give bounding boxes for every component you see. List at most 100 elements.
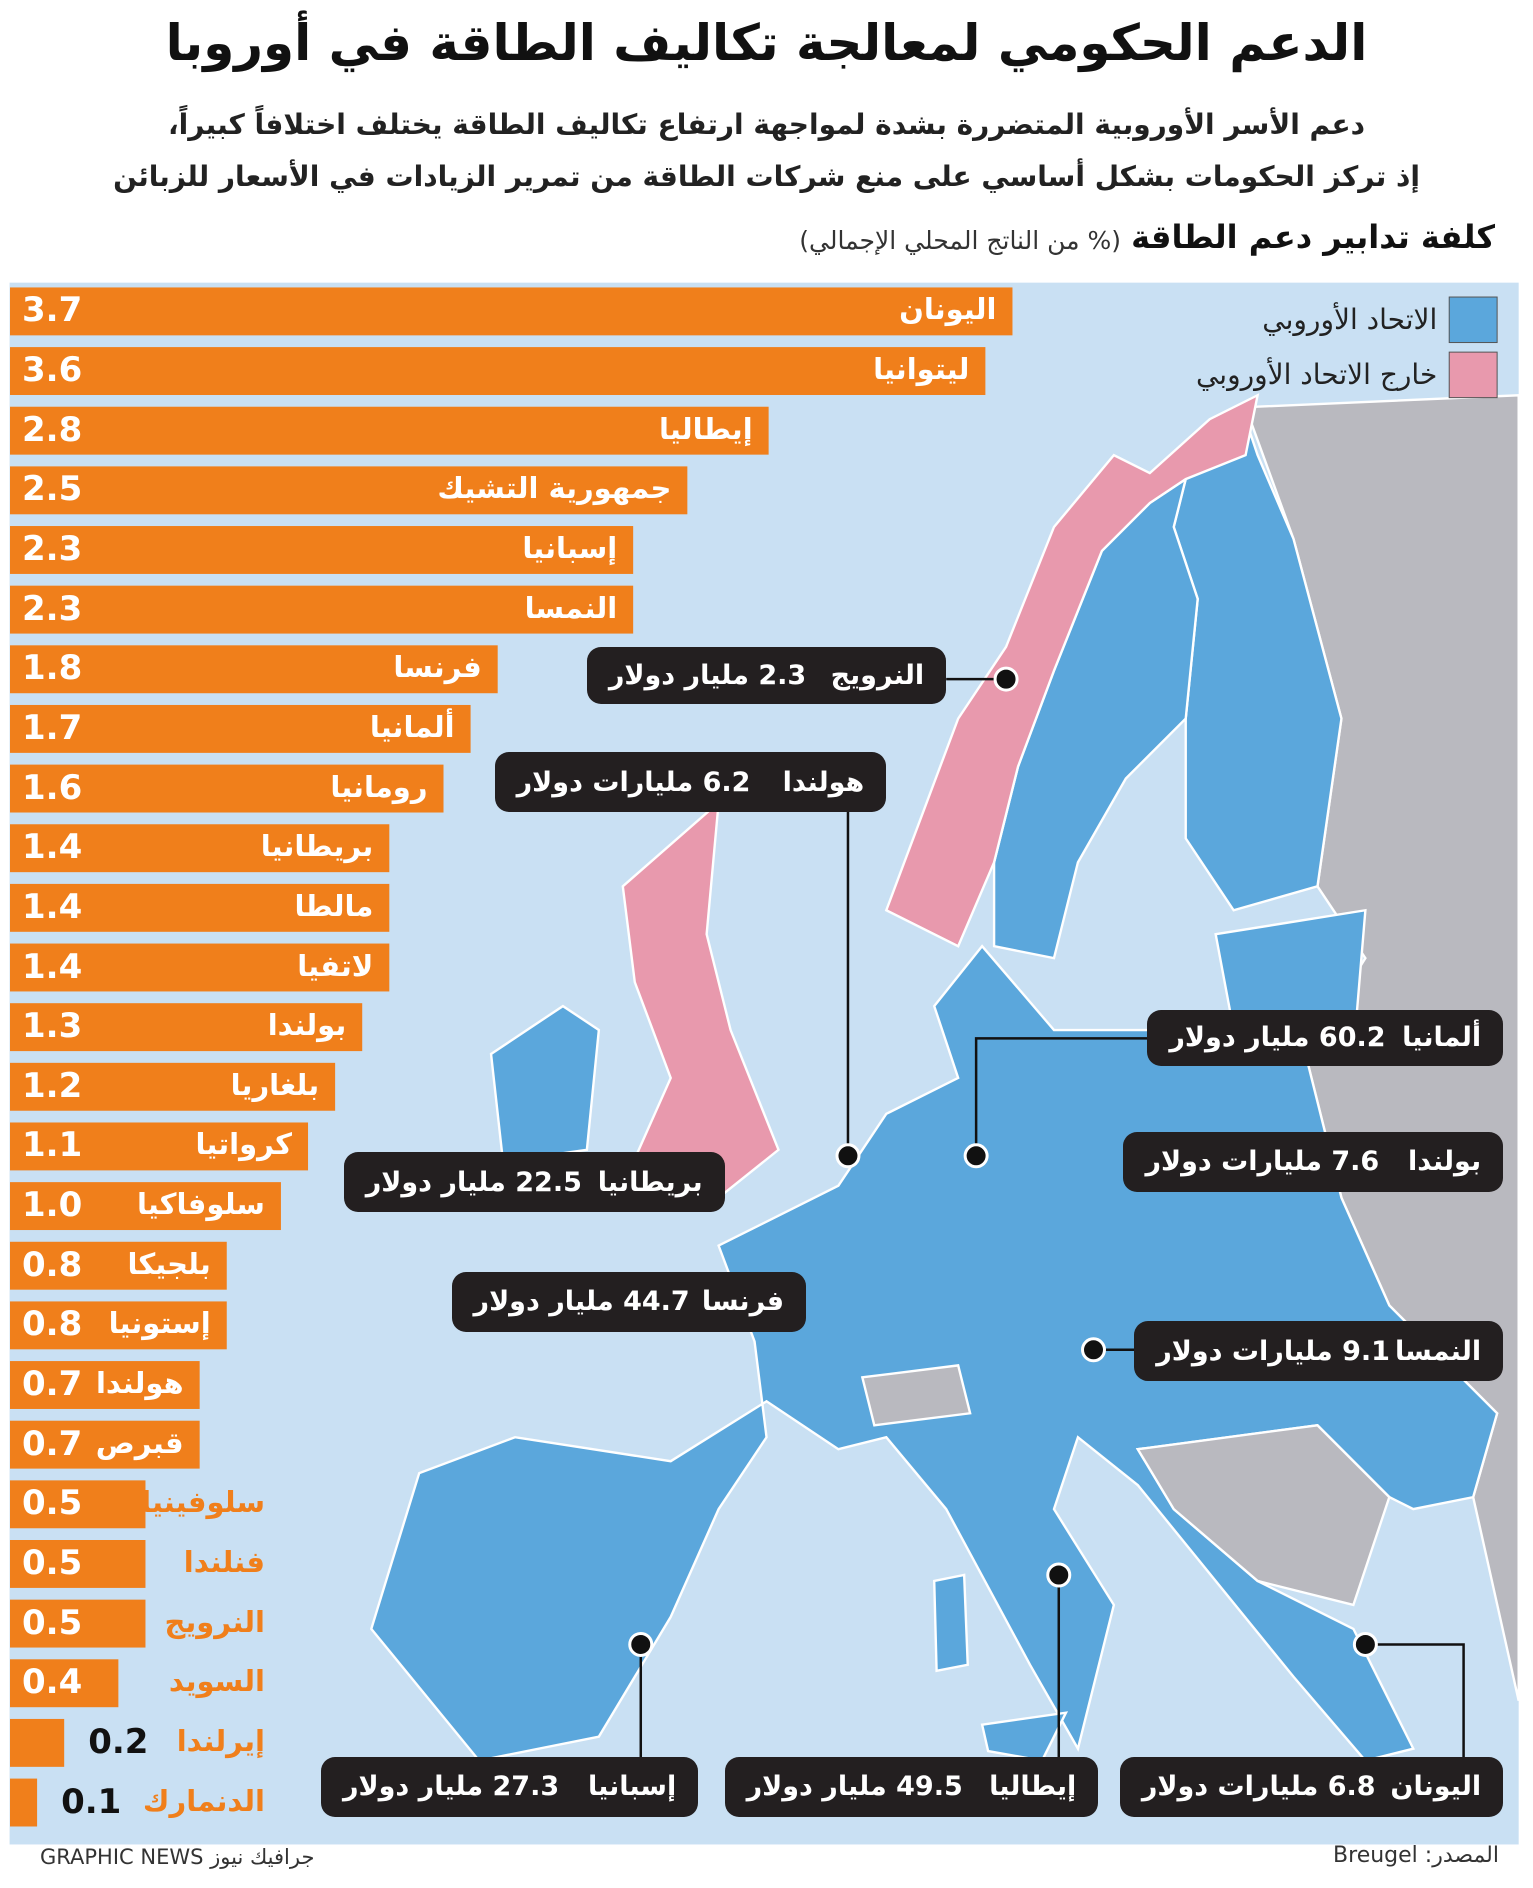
- bar: [10, 1182, 281, 1231]
- callout-dot: [1352, 1631, 1378, 1657]
- value-label: 1.7: [22, 707, 83, 748]
- callout: هولندا 6.2 مليارات دولار: [494, 752, 887, 813]
- bar: [10, 287, 1013, 336]
- callout-amount: 27.3 مليار دولار: [342, 1771, 560, 1803]
- legend-label: الاتحاد الأوروبي: [1262, 303, 1438, 337]
- callout-amount: 60.2 مليار دولار: [1169, 1022, 1386, 1054]
- value-label: 1.0: [22, 1185, 83, 1226]
- callout: فرنسا 44.7 مليار دولار: [451, 1271, 807, 1332]
- callout-country: اليونان: [1390, 1771, 1482, 1803]
- bar-name: رومانيا: [330, 769, 428, 804]
- value-label: 1.1: [22, 1125, 83, 1166]
- callout-dot: [1081, 1337, 1107, 1363]
- value-label: 2.5: [22, 469, 83, 510]
- value-label: 0.8: [22, 1244, 83, 1285]
- bar: [10, 1778, 38, 1827]
- value-label: 0.7: [22, 1364, 83, 1405]
- bar: [10, 466, 688, 515]
- callout-amount: 22.5 مليار دولار: [365, 1166, 582, 1198]
- callout: بولندا 7.6 مليارات دولار: [1123, 1131, 1504, 1192]
- value-label: 3.6: [22, 350, 83, 391]
- callout-dot: [993, 666, 1019, 692]
- callout-amount: 2.3 مليار دولار: [608, 659, 807, 691]
- bar: [10, 1718, 65, 1767]
- bar-name: النمسا: [524, 590, 618, 625]
- value-label: 3.7: [22, 290, 83, 331]
- bar: [10, 1420, 200, 1469]
- bar-name: اليونان: [899, 292, 997, 327]
- bar-name: فنلندا: [183, 1544, 265, 1579]
- bar: [10, 1599, 146, 1648]
- bar: [10, 1659, 119, 1708]
- value-label: 0.5: [22, 1542, 83, 1583]
- value-label: 0.4: [22, 1662, 83, 1703]
- subtitle: إذ تركز الحكومات بشكل أساسي على منع شركا…: [113, 160, 1420, 193]
- callout-country: النرويج: [830, 659, 925, 691]
- bar: [10, 1480, 146, 1529]
- bar-name: إستونيا: [108, 1306, 211, 1341]
- value-label: 2.3: [22, 588, 83, 629]
- credit: GRAPHIC NEWS جرافيك نيوز: [40, 1845, 315, 1869]
- axis-title: كلفة تدابير دعم الطاقة: [1131, 218, 1495, 256]
- legend-label: خارج الاتحاد الأوروبي: [1195, 358, 1438, 392]
- bar-name: إسبانيا: [522, 530, 618, 565]
- value-label: 0.1: [61, 1781, 122, 1822]
- value-label: 0.5: [22, 1602, 83, 1643]
- bar-name: الدنمارك: [142, 1783, 265, 1818]
- callout-amount: 44.7 مليار دولار: [473, 1286, 690, 1318]
- callout-country: إيطاليا: [989, 1771, 1077, 1803]
- bar-name: بولندا: [267, 1008, 347, 1043]
- value-label: 1.3: [22, 1006, 83, 1047]
- ireland: [489, 1004, 601, 1164]
- balkans: [1135, 1423, 1391, 1607]
- callout: اليونان 6.8 مليارات دولار: [1119, 1757, 1504, 1817]
- callout-dot: [963, 1143, 989, 1169]
- bar: [10, 585, 634, 634]
- value-label: 2.8: [22, 409, 83, 450]
- bar: [10, 347, 986, 396]
- source: المصدر: Breugel: [1333, 1843, 1499, 1868]
- bar-name: سلوفاكيا: [136, 1187, 265, 1222]
- bar-name: ليتوانيا: [873, 352, 970, 387]
- bar-name: النرويج: [164, 1604, 265, 1639]
- uk: [621, 799, 780, 1199]
- value-label: 1.4: [22, 886, 83, 927]
- callout-country: فرنسا: [701, 1286, 785, 1318]
- bar: [10, 764, 444, 813]
- bar: [10, 943, 390, 992]
- value-label: 1.2: [22, 1065, 83, 1106]
- title: الدعم الحكومي لمعالجة تكاليف الطاقة في أ…: [165, 14, 1368, 72]
- callout-country: بريطانيا: [597, 1166, 703, 1198]
- callout: إسبانيا 27.3 مليار دولار: [320, 1757, 699, 1817]
- bar-name: ألمانيا: [369, 709, 455, 744]
- bar: [10, 526, 634, 574]
- bar-name: كرواتيا: [195, 1127, 293, 1162]
- bar: [10, 1062, 336, 1111]
- bar-name: إيطاليا: [659, 411, 753, 446]
- legend-swatch: [1448, 296, 1498, 344]
- callout-amount: 6.8 مليارات دولار: [1141, 1771, 1376, 1803]
- callout-amount: 9.1 مليارات دولار: [1156, 1335, 1390, 1367]
- bar-name: قبرص: [95, 1425, 184, 1460]
- bar: [10, 1361, 200, 1409]
- callout-dot: [1046, 1562, 1072, 1588]
- leader-line: [974, 1037, 1148, 1156]
- value-label: 1.4: [22, 946, 83, 987]
- value-label: 0.7: [22, 1423, 83, 1464]
- norway: [884, 393, 1260, 948]
- bar: [10, 1122, 309, 1171]
- bar: [10, 645, 498, 694]
- legend-swatch: [1448, 351, 1498, 399]
- callout: النمسا 9.1 مليارات دولار: [1134, 1321, 1504, 1381]
- callout-dot: [835, 1143, 861, 1169]
- bar-name: فرنسا: [393, 650, 482, 685]
- callout-amount: 6.2 مليارات دولار: [516, 766, 751, 798]
- bar-name: بريطانيا: [260, 829, 374, 864]
- bar-name: لاتفيا: [297, 948, 374, 983]
- bar-name: بلجيكا: [127, 1246, 211, 1281]
- callout-country: إسبانيا: [587, 1771, 677, 1803]
- value-label: 0.5: [22, 1483, 83, 1524]
- bar: [10, 1301, 227, 1350]
- bar: [10, 406, 769, 455]
